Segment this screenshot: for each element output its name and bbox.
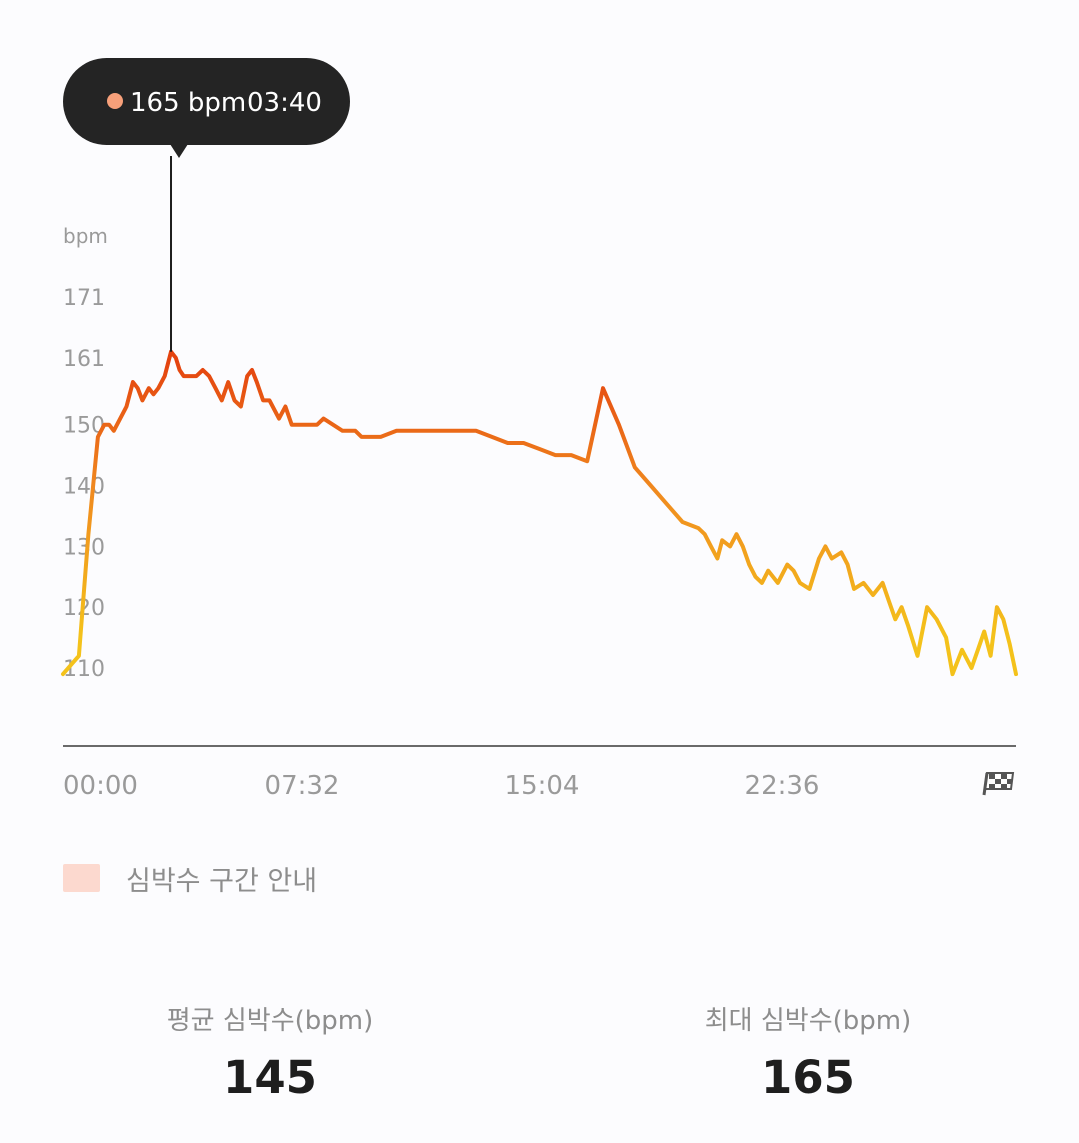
max-heart-rate-label: 최대 심박수(bpm) — [704, 1006, 912, 1036]
y-tick-label: 130 — [63, 535, 105, 560]
checkered-flag-icon — [982, 772, 1015, 796]
max-heart-rate: 최대 심박수(bpm) 165 — [628, 1000, 988, 1104]
x-tick-label: 00:00 — [63, 771, 138, 801]
x-tick-label: 07:32 — [265, 771, 340, 801]
y-tick-label: 110 — [63, 657, 105, 682]
average-heart-rate: 평균 심박수(bpm) 145 — [90, 1000, 450, 1104]
tooltip: 165 bpm 03:40 — [63, 58, 350, 158]
tooltip-value: 165 bpm — [130, 88, 246, 118]
heart-rate-zone-legend[interactable]: 심박수 구간 안내 — [63, 858, 317, 898]
y-tick-label: 140 — [63, 475, 105, 500]
average-heart-rate-value: 145 — [223, 1051, 317, 1104]
tooltip-dot — [107, 93, 123, 109]
x-tick-label: 22:36 — [745, 771, 820, 801]
x-ticks: 00:00 07:32 15:04 22:36 — [63, 771, 819, 801]
legend-swatch — [63, 864, 100, 892]
x-tick-label: 15:04 — [505, 771, 580, 801]
max-heart-rate-value: 165 — [761, 1051, 855, 1104]
tooltip-time: 03:40 — [247, 88, 322, 118]
heart-rate-line[interactable] — [61, 349, 1018, 677]
y-axis-label: bpm — [63, 224, 108, 248]
y-tick-label: 161 — [63, 347, 105, 372]
average-heart-rate-label: 평균 심박수(bpm) — [166, 1006, 374, 1036]
legend-label: 심박수 구간 안내 — [126, 865, 318, 897]
y-tick-label: 171 — [63, 286, 105, 311]
